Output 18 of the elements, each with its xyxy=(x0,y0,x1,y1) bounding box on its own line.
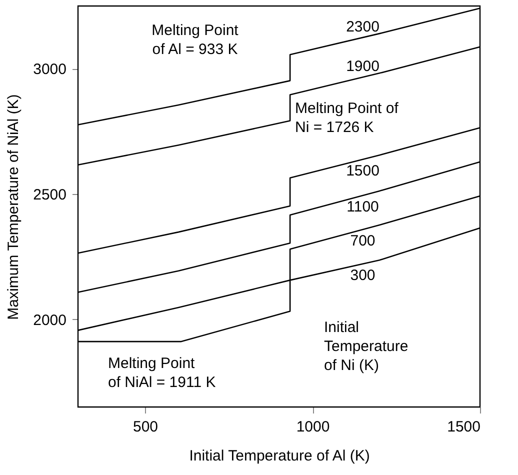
series-label: 1500 xyxy=(346,162,380,180)
x-tick-label: 1500 xyxy=(447,418,480,436)
series-label: 300 xyxy=(350,266,376,284)
annotation: Melting Point of Ni = 1726 K xyxy=(295,100,400,136)
annotation: Initial Temperature of Ni (K) xyxy=(324,319,408,374)
x-tick-label: 1000 xyxy=(296,418,330,436)
annotation: Melting Point of NiAl = 1911 K xyxy=(108,355,216,391)
annotation: Melting Point of Al = 933 K xyxy=(152,22,240,58)
y-tick-label: 3000 xyxy=(33,61,66,78)
series-label: 1100 xyxy=(346,198,379,216)
y-tick-label: 2500 xyxy=(33,186,66,204)
x-axis-title: Initial Temperature of Al (K) xyxy=(189,448,370,464)
x-tick-label: 500 xyxy=(132,418,158,436)
series-label: 700 xyxy=(350,232,376,250)
series-label: 2300 xyxy=(346,18,380,36)
y-tick-label: 2000 xyxy=(33,312,66,329)
y-axis-title: Maximum Temperature of NiAl (K) xyxy=(5,94,22,320)
series-label: 1900 xyxy=(346,58,380,76)
